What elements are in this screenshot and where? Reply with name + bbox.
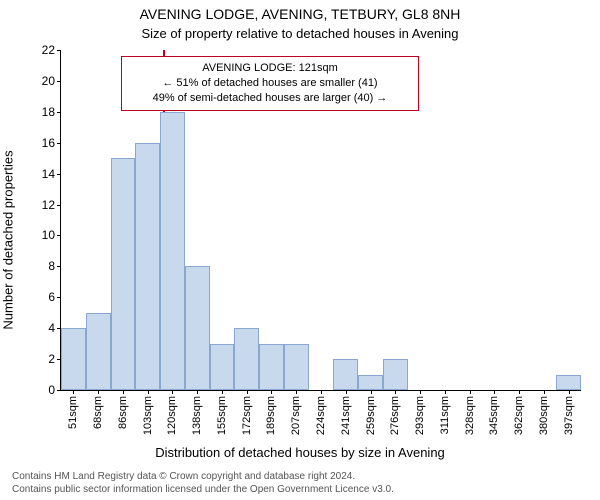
y-tick-mark — [57, 81, 61, 82]
x-tick-label: 380sqm — [538, 390, 550, 435]
histogram-bar — [259, 344, 284, 390]
x-tick-label: 86sqm — [117, 390, 129, 429]
x-tick-label: 397sqm — [563, 390, 575, 435]
annotation-box: AVENING LODGE: 121sqm ← 51% of detached … — [121, 56, 419, 111]
x-tick-label: 207sqm — [290, 390, 302, 435]
x-tick-label: 345sqm — [488, 390, 500, 435]
histogram-bar — [135, 143, 160, 390]
histogram-bar — [284, 344, 309, 390]
histogram-bar — [234, 328, 259, 390]
y-tick-label: 12 — [27, 198, 61, 212]
x-tick-label: 328sqm — [464, 390, 476, 435]
histogram-bar — [61, 328, 86, 390]
histogram-bar — [111, 158, 136, 390]
x-tick-label: 276sqm — [389, 390, 401, 435]
y-tick-label: 16 — [27, 136, 61, 150]
annotation-line-2: ← 51% of detached houses are smaller (41… — [130, 76, 410, 91]
y-tick-label: 0 — [27, 383, 61, 397]
histogram-bar — [358, 375, 383, 390]
y-tick-label: 20 — [27, 74, 61, 88]
x-tick-label: 293sqm — [414, 390, 426, 435]
x-tick-label: 51sqm — [67, 390, 79, 429]
histogram-plot: AVENING LODGE: 121sqm ← 51% of detached … — [60, 50, 581, 391]
histogram-bar — [86, 313, 111, 390]
footer-attribution: Contains HM Land Registry data © Crown c… — [12, 470, 588, 496]
y-tick-mark — [57, 174, 61, 175]
histogram-bar — [210, 344, 235, 390]
y-tick-mark — [57, 143, 61, 144]
x-tick-label: 259sqm — [365, 390, 377, 435]
histogram-bar — [383, 359, 408, 390]
annotation-line-3: 49% of semi-detached houses are larger (… — [130, 91, 410, 106]
y-tick-label: 14 — [27, 167, 61, 181]
y-tick-mark — [57, 235, 61, 236]
y-tick-mark — [57, 112, 61, 113]
x-tick-label: 138sqm — [191, 390, 203, 435]
x-tick-label: 189sqm — [265, 390, 277, 435]
histogram-bar — [185, 266, 210, 390]
y-tick-mark — [57, 50, 61, 51]
chart-subtitle: Size of property relative to detached ho… — [0, 26, 600, 41]
x-axis-label: Distribution of detached houses by size … — [0, 445, 600, 460]
x-tick-label: 120sqm — [166, 390, 178, 435]
histogram-bar — [556, 375, 581, 390]
histogram-bar — [160, 112, 185, 390]
y-tick-mark — [57, 205, 61, 206]
y-tick-mark — [57, 266, 61, 267]
footer-line-1: Contains HM Land Registry data © Crown c… — [12, 470, 588, 483]
annotation-line-1: AVENING LODGE: 121sqm — [130, 61, 410, 76]
y-tick-label: 6 — [27, 290, 61, 304]
x-tick-label: 311sqm — [439, 390, 451, 434]
y-tick-label: 22 — [27, 43, 61, 57]
x-tick-label: 241sqm — [340, 390, 352, 435]
chart-title: AVENING LODGE, AVENING, TETBURY, GL8 8NH — [0, 6, 600, 22]
y-tick-label: 18 — [27, 105, 61, 119]
y-tick-label: 2 — [27, 352, 61, 366]
histogram-bar — [333, 359, 358, 390]
x-tick-label: 68sqm — [92, 390, 104, 429]
y-tick-label: 10 — [27, 228, 61, 242]
x-tick-label: 103sqm — [142, 390, 154, 435]
y-tick-mark — [57, 390, 61, 391]
y-tick-mark — [57, 297, 61, 298]
footer-line-2: Contains public sector information licen… — [12, 483, 588, 496]
x-tick-label: 155sqm — [216, 390, 228, 435]
x-tick-label: 224sqm — [315, 390, 327, 435]
x-tick-label: 362sqm — [513, 390, 525, 435]
x-tick-label: 172sqm — [241, 390, 253, 435]
y-tick-label: 8 — [27, 259, 61, 273]
y-tick-label: 4 — [27, 321, 61, 335]
